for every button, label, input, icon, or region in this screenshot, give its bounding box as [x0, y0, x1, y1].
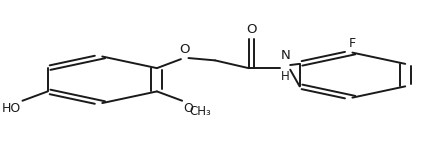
Text: H: H: [281, 70, 290, 83]
Text: CH₃: CH₃: [190, 105, 212, 118]
Text: HO: HO: [2, 101, 21, 115]
Text: O: O: [246, 23, 257, 36]
Text: O: O: [183, 101, 193, 115]
Text: O: O: [179, 43, 190, 56]
Text: N: N: [280, 49, 290, 62]
Text: F: F: [349, 36, 356, 49]
